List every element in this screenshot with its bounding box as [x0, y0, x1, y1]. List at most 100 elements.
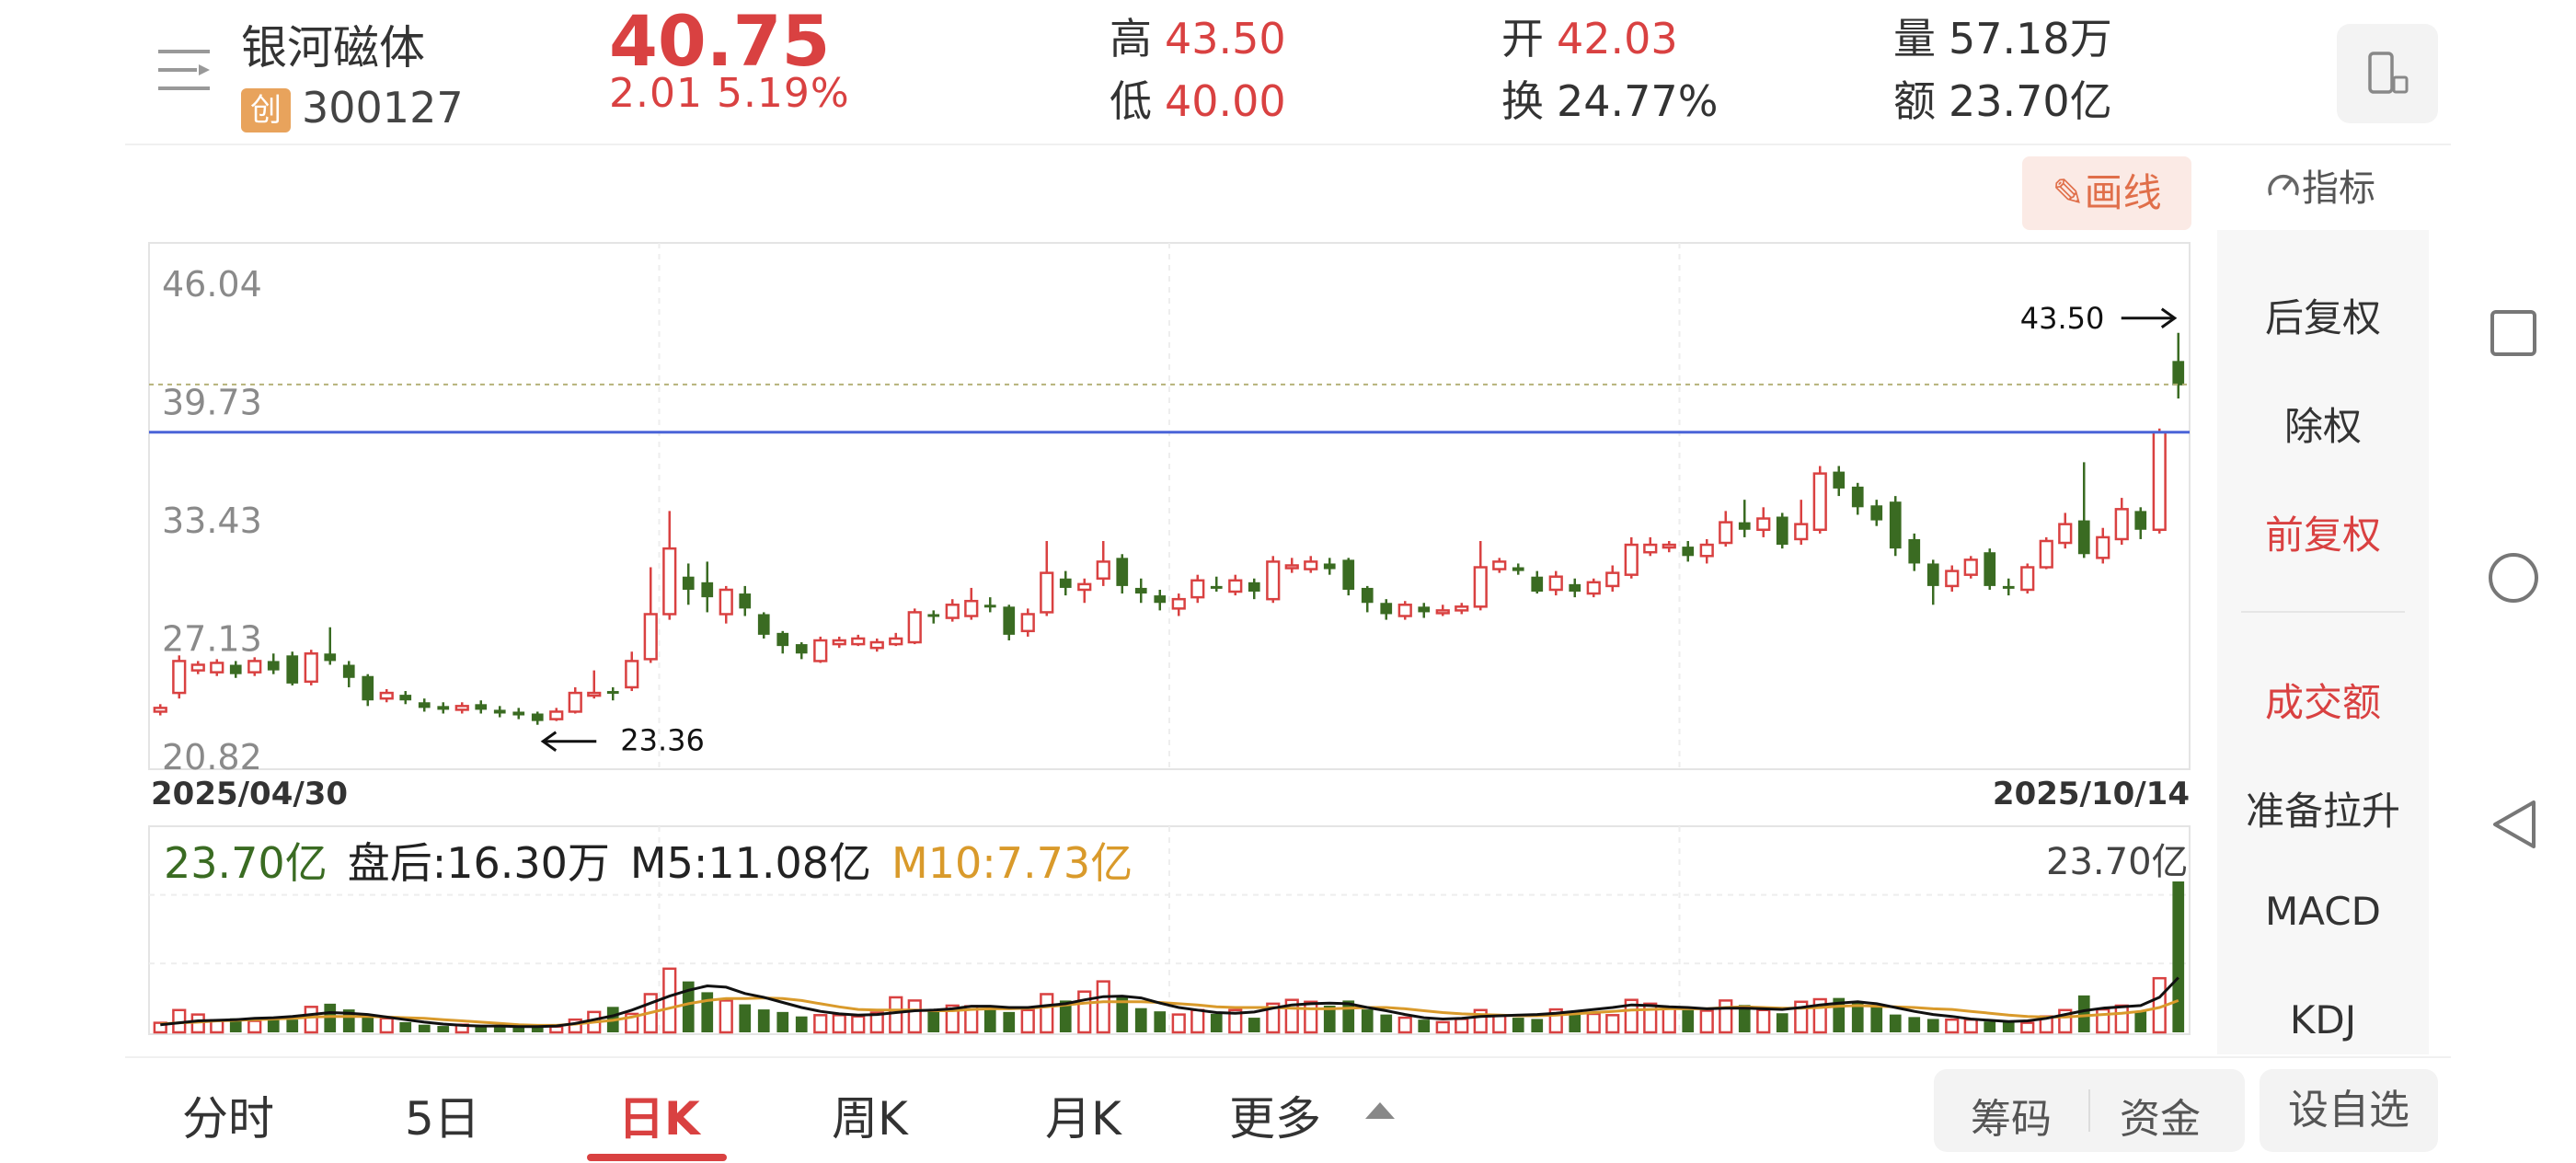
tab-daily-k[interactable]: 日K: [618, 1092, 700, 1146]
candle: [889, 632, 903, 647]
panel-divider: [2241, 611, 2405, 613]
macd-indicator[interactable]: MACD: [2265, 889, 2381, 934]
end-date-label: 2025/10/14: [1993, 776, 2190, 812]
candle: [1190, 574, 1205, 604]
home-icon[interactable]: [2488, 552, 2539, 604]
candle: [1361, 585, 1374, 613]
candle: [1492, 558, 1507, 573]
caret-up-icon[interactable]: [1365, 1102, 1395, 1119]
candle: [851, 634, 866, 647]
volume-bar: [531, 1027, 544, 1032]
stat-turnover-rate: 换 24.77%: [1501, 68, 1718, 129]
volume-bar: [1605, 1014, 1620, 1034]
adjust-after-option[interactable]: 后复权: [2264, 295, 2381, 340]
volume-bar: [1531, 1019, 1544, 1032]
tab-weekly-k[interactable]: 周K: [832, 1092, 908, 1146]
m10-value: M10:7.73亿: [891, 838, 1133, 888]
volume-bar: [247, 1019, 262, 1034]
candle: [1643, 536, 1658, 557]
y-tick-label: 27.13: [162, 618, 262, 659]
kline-chart[interactable]: 46.04 39.73 33.43 27.13 20.82 43.50 23.36 20…: [147, 241, 2191, 824]
add-watchlist-button[interactable]: 设自选: [2260, 1069, 2438, 1152]
tab-intraday[interactable]: 分时: [182, 1092, 274, 1146]
volume-bar: [399, 1021, 412, 1032]
candle: [229, 661, 242, 678]
pencil-icon: ✎: [2052, 170, 2085, 215]
candle: [1020, 608, 1035, 637]
volume-bar: [1003, 1011, 1016, 1032]
candle: [1397, 601, 1412, 620]
candle: [1870, 500, 1883, 526]
volume-chart[interactable]: [147, 824, 2191, 1036]
tab-five-day[interactable]: 5日: [405, 1092, 480, 1146]
market-badge: 创: [241, 88, 291, 132]
candle: [1548, 570, 1563, 596]
chips-button[interactable]: 筹码: [1971, 1096, 2052, 1143]
candle: [1851, 482, 1864, 515]
menu-list-icon[interactable]: [156, 44, 213, 99]
prepare-rise-indicator[interactable]: 准备拉升: [2245, 789, 2400, 834]
tab-more[interactable]: 更多: [1229, 1092, 1321, 1146]
funds-button[interactable]: 资金: [2120, 1096, 2201, 1143]
volume-bar: [1096, 980, 1110, 1034]
candle: [210, 659, 224, 676]
candle: [2077, 462, 2090, 558]
volume-bar: [2077, 995, 2090, 1032]
volume-bar: [983, 1008, 996, 1032]
adjust-ex-option[interactable]: 除权: [2283, 404, 2362, 449]
turnover-indicator[interactable]: 成交额: [2264, 680, 2381, 725]
back-icon[interactable]: [2491, 799, 2537, 850]
volume-ma-lines: [160, 976, 2179, 1029]
candle: [964, 587, 979, 620]
candle: [1059, 570, 1072, 596]
candle: [662, 511, 677, 620]
rotate-screen-button[interactable]: [2337, 24, 2438, 123]
candle: [1682, 540, 1695, 562]
volume-bar: [2020, 1021, 2035, 1034]
volume-bar: [1323, 1005, 1336, 1032]
candle: [2002, 578, 2015, 596]
candle: [1605, 565, 1620, 593]
candle: [2134, 507, 2147, 539]
draw-line-button[interactable]: ✎画线: [2022, 156, 2191, 230]
stat-low: 低 40.00: [1110, 68, 1286, 129]
recent-apps-icon[interactable]: [2490, 309, 2537, 357]
candle: [1040, 540, 1054, 616]
volume-bar: [757, 1009, 770, 1032]
stock-code: 300127: [302, 83, 464, 132]
stat-turnover-label: 换: [1501, 76, 1544, 126]
candle: [1812, 466, 1827, 534]
volume-bar: [1210, 1013, 1223, 1032]
volume-bar: [1040, 993, 1054, 1034]
candle: [1323, 558, 1336, 575]
draw-line-label: 画线: [2084, 170, 2162, 215]
candle: [1984, 548, 1996, 590]
tab-monthly-k[interactable]: 月K: [1045, 1092, 1121, 1146]
candle: [1455, 603, 1469, 615]
m5-line: [160, 976, 2179, 1029]
volume-bar: [1756, 1008, 1771, 1034]
volume-bar: [907, 999, 922, 1034]
candle: [418, 698, 431, 712]
indicator-button[interactable]: 指标: [2265, 158, 2375, 212]
volume-bar: [1889, 1014, 1902, 1032]
candle: [1738, 500, 1751, 537]
candle: [1077, 578, 1092, 604]
volume-bar: [869, 1011, 884, 1034]
volume-bar: [1418, 1019, 1431, 1032]
volume-bar: [1719, 999, 1733, 1034]
volume-bar: [1851, 1002, 1864, 1032]
candle: [1248, 578, 1260, 600]
adjust-before-option[interactable]: 前复权: [2264, 512, 2381, 558]
volume-bar: [1397, 1016, 1412, 1034]
stat-amount-label: 额: [1893, 76, 1936, 126]
candle: [379, 688, 394, 703]
volume-bar: [2134, 1011, 2147, 1032]
candle: [1833, 466, 1846, 497]
volume-bar: [1945, 1018, 1960, 1034]
candle: [286, 651, 299, 685]
volume-bar: [2114, 1004, 2129, 1034]
candle: [776, 630, 789, 654]
kdj-indicator[interactable]: KDJ: [2289, 997, 2357, 1042]
volume-bar: [851, 1015, 866, 1034]
